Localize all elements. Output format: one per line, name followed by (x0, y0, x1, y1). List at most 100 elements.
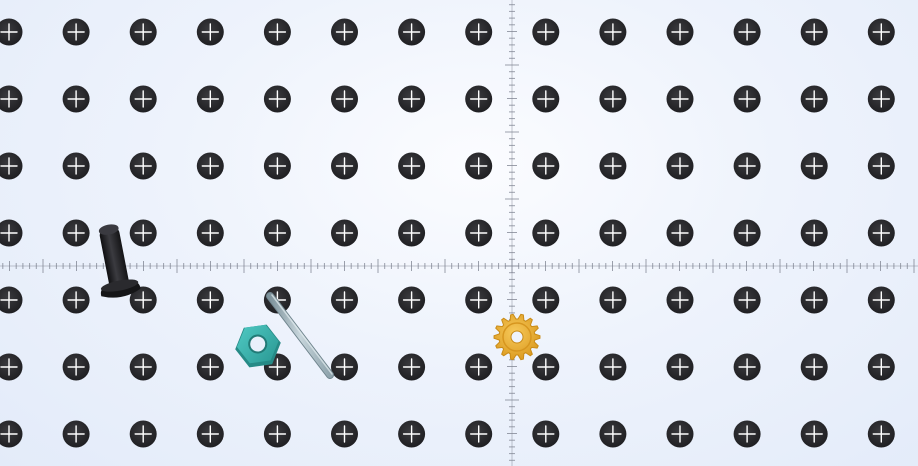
plus-crosshair-icon (129, 85, 157, 113)
plus-crosshair-icon (263, 85, 291, 113)
plus-crosshair-icon (263, 420, 291, 448)
plus-crosshair-icon (599, 152, 627, 180)
plus-crosshair-icon (62, 286, 90, 314)
plus-crosshair-icon (0, 286, 23, 314)
plus-crosshair-icon (62, 353, 90, 381)
plus-crosshair-icon (196, 286, 224, 314)
plus-crosshair-icon (599, 420, 627, 448)
plus-crosshair-icon (666, 286, 694, 314)
plus-crosshair-icon (331, 219, 358, 247)
plus-crosshair-icon (331, 353, 358, 381)
plus-crosshair-icon (196, 219, 224, 247)
plus-crosshair-icon (867, 152, 895, 180)
plus-crosshair-icon (398, 353, 426, 381)
plus-crosshair-icon (800, 286, 828, 314)
plus-crosshair-icon (733, 286, 761, 314)
plus-crosshair-icon (62, 18, 90, 46)
plus-crosshair-icon (263, 219, 291, 247)
plus-crosshair-icon (867, 18, 895, 46)
plus-crosshair-icon (398, 152, 426, 180)
plus-crosshair-icon (599, 18, 627, 46)
plus-crosshair-icon (733, 219, 761, 247)
plus-crosshair-icon (0, 85, 23, 113)
plus-crosshair-icon (666, 219, 694, 247)
plus-crosshair-icon (800, 353, 828, 381)
plus-crosshair-icon (331, 152, 358, 180)
plus-crosshair-icon (599, 85, 627, 113)
plus-crosshair-icon (733, 152, 761, 180)
plus-crosshair-icon (196, 152, 224, 180)
plus-crosshair-icon (666, 85, 694, 113)
plus-crosshair-icon (0, 18, 23, 46)
plus-crosshair-icon (465, 18, 493, 46)
plus-crosshair-icon (599, 286, 627, 314)
plus-crosshair-icon (398, 85, 426, 113)
plus-crosshair-icon (733, 420, 761, 448)
plus-crosshair-icon (465, 152, 493, 180)
plus-crosshair-icon (398, 18, 426, 46)
plus-crosshair-icon (0, 219, 23, 247)
plus-crosshair-icon (666, 152, 694, 180)
plus-crosshair-icon (465, 420, 493, 448)
plus-crosshair-icon (800, 420, 828, 448)
plus-crosshair-icon (532, 219, 560, 247)
plus-crosshair-icon (532, 286, 560, 314)
plus-crosshair-icon (196, 18, 224, 46)
plus-crosshair-icon (800, 18, 828, 46)
plus-crosshair-icon (129, 152, 157, 180)
plus-crosshair-icon (666, 353, 694, 381)
yellow-gear-icon[interactable] (493, 313, 541, 361)
plus-crosshair-icon (465, 353, 493, 381)
plus-crosshair-icon (398, 286, 426, 314)
plus-crosshair-icon (0, 353, 23, 381)
teal-hex-nut-icon[interactable] (232, 323, 283, 369)
plus-crosshair-icon (733, 18, 761, 46)
plus-crosshair-icon (331, 286, 358, 314)
plus-crosshair-icon (196, 420, 224, 448)
plus-crosshair-icon (666, 18, 694, 46)
plus-crosshair-icon (532, 353, 560, 381)
plus-crosshair-icon (331, 85, 358, 113)
plus-crosshair-icon (867, 85, 895, 113)
plus-crosshair-icon (800, 219, 828, 247)
plus-crosshair-icon (599, 353, 627, 381)
plus-crosshair-icon (532, 18, 560, 46)
plus-crosshair-icon (800, 152, 828, 180)
plus-crosshair-icon (398, 420, 426, 448)
plus-crosshair-icon (62, 420, 90, 448)
plus-crosshair-icon (62, 219, 90, 247)
plus-crosshair-icon (263, 152, 291, 180)
plus-crosshair-icon (800, 85, 828, 113)
plus-crosshair-icon (331, 420, 358, 448)
steel-rod-icon[interactable] (266, 292, 334, 379)
plus-crosshair-icon (867, 420, 895, 448)
plus-crosshair-icon (62, 152, 90, 180)
plus-crosshair-icon (0, 420, 23, 448)
plus-crosshair-icon (398, 219, 426, 247)
pegboard-grid (0, 18, 895, 448)
plus-crosshair-icon (196, 85, 224, 113)
plus-crosshair-icon (867, 286, 895, 314)
plus-crosshair-icon (666, 420, 694, 448)
plus-crosshair-icon (331, 18, 358, 46)
plus-crosshair-icon (129, 353, 157, 381)
plus-crosshair-icon (532, 152, 560, 180)
plus-crosshair-icon (62, 85, 90, 113)
plus-crosshair-icon (465, 286, 493, 314)
plus-crosshair-icon (532, 85, 560, 113)
plus-crosshair-icon (867, 219, 895, 247)
plus-crosshair-icon (867, 353, 895, 381)
plus-crosshair-icon (129, 286, 157, 314)
plus-crosshair-icon (532, 420, 560, 448)
plus-crosshair-icon (196, 353, 224, 381)
plus-crosshair-icon (0, 152, 23, 180)
plus-crosshair-icon (129, 18, 157, 46)
plus-crosshair-icon (733, 85, 761, 113)
plus-crosshair-icon (129, 420, 157, 448)
plus-crosshair-icon (465, 85, 493, 113)
black-bolt-icon[interactable] (88, 221, 141, 301)
plus-crosshair-icon (129, 219, 157, 247)
